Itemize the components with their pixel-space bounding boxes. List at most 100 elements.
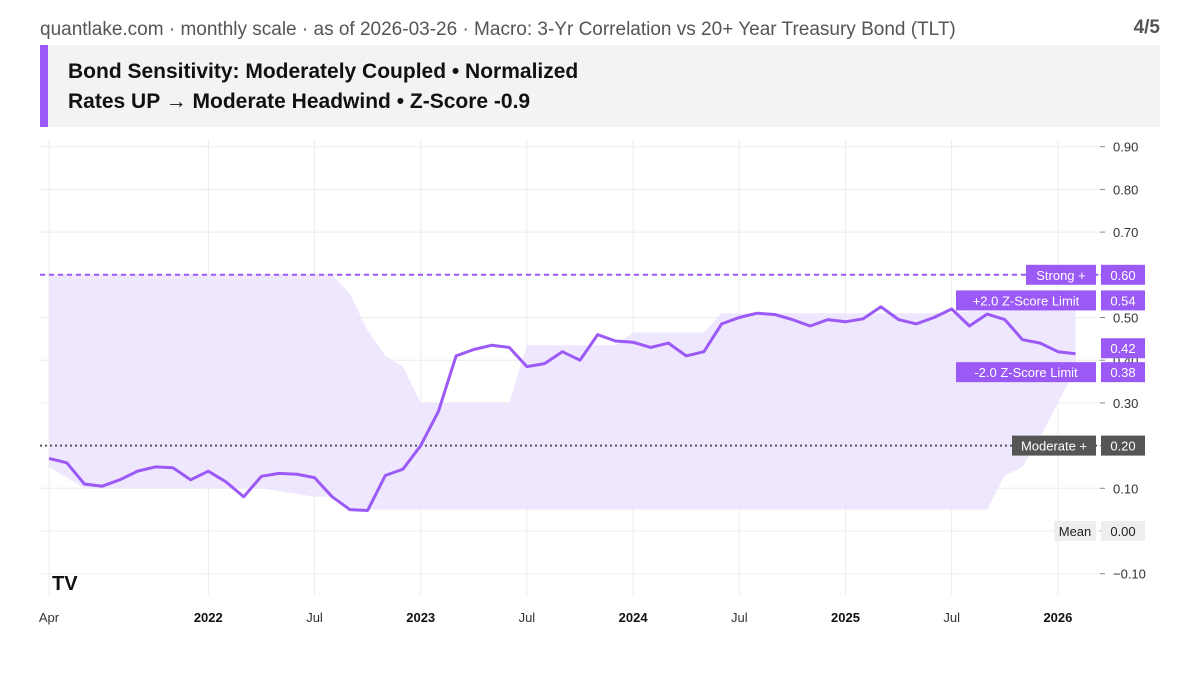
banner-line-1: Bond Sensitivity: Moderately Coupled • N… (68, 60, 579, 83)
x-tick-label: 2022 (194, 610, 223, 625)
data-point (65, 461, 68, 464)
x-tick-label: 2024 (619, 610, 649, 625)
data-point (48, 457, 51, 460)
series-layer (48, 305, 1077, 512)
data-point (242, 495, 245, 498)
chart-subtitle: quantlake.com · monthly scale · as of 20… (40, 19, 956, 40)
last-value-value-bg (1101, 338, 1145, 359)
mean-label-bg (1054, 521, 1096, 541)
x-tick-label: 2026 (1043, 610, 1072, 625)
data-point (685, 354, 688, 357)
moderate-label: Moderate + (1021, 439, 1087, 454)
data-point (1074, 352, 1077, 355)
data-point (348, 508, 351, 511)
data-point (1039, 342, 1042, 345)
data-point (986, 313, 989, 316)
data-point (950, 307, 953, 310)
data-point (543, 362, 546, 365)
x-tick-label: Jul (731, 610, 748, 625)
price-labels: Strong + 0.60 Moderate + 0.20 +2.0 Z-Score L… (956, 264, 1145, 541)
data-point (1003, 318, 1006, 321)
data-point (1056, 350, 1059, 353)
y-tick-label: −0.10 (1113, 567, 1146, 582)
data-point (632, 341, 635, 344)
data-point (791, 318, 794, 321)
data-point (897, 318, 900, 321)
data-point (968, 325, 971, 328)
data-point (295, 473, 298, 476)
data-point (437, 410, 440, 413)
data-point (278, 472, 281, 475)
y-axis: −0.100.000.100.200.300.400.500.600.700.8… (1100, 140, 1146, 582)
data-point (366, 509, 369, 512)
data-point (384, 474, 387, 477)
data-point (879, 305, 882, 308)
moderate-value: 0.20 (1110, 439, 1135, 454)
data-point (561, 350, 564, 353)
data-point (225, 480, 228, 483)
data-point (915, 322, 918, 325)
data-point (614, 339, 617, 342)
strong-label-bg (1026, 264, 1096, 285)
data-point (809, 325, 812, 328)
data-point (472, 348, 475, 351)
data-point (649, 346, 652, 349)
z-score-band-area (49, 274, 1076, 510)
data-point (171, 466, 174, 469)
lower-z-label-bg (956, 362, 1096, 383)
data-point (189, 478, 192, 481)
data-point (826, 318, 829, 321)
status-banner: Bond Sensitivity: Moderately Coupled • N… (40, 45, 1160, 127)
data-point (207, 470, 210, 473)
data-point (402, 468, 405, 471)
y-tick-label: 0.10 (1113, 481, 1138, 496)
data-point (702, 350, 705, 353)
reference-lines (40, 273, 1100, 447)
upper-z-label: +2.0 Z-Score Limit (973, 293, 1080, 308)
moderate-value-bg (1101, 435, 1145, 456)
banner-line-2: Rates UP → Moderate Headwind • Z-Score -… (68, 90, 531, 113)
upper-z-value: 0.54 (1110, 293, 1135, 308)
data-point (455, 354, 458, 357)
data-point (844, 320, 847, 323)
data-point (525, 365, 528, 368)
data-point (83, 483, 86, 486)
strong-value: 0.60 (1110, 268, 1135, 283)
upper-z-value-bg (1101, 290, 1145, 311)
tradingview-logo-icon: TV (52, 573, 78, 595)
correlation-series-line (48, 305, 1076, 512)
y-tick-label: 0.80 (1113, 182, 1138, 197)
lower-z-label: -2.0 Z-Score Limit (974, 365, 1078, 380)
data-point (331, 495, 334, 498)
upper-z-label-bg (956, 290, 1096, 311)
x-axis: Apr 2022 Jul 2023 Jul 2024 Jul 2025 Jul 2026 (39, 610, 1072, 625)
data-point (260, 475, 263, 478)
x-tick-label: Jul (306, 610, 323, 625)
data-point (154, 465, 157, 468)
y-tick-label: 0.50 (1113, 311, 1138, 326)
strong-value-bg (1101, 264, 1145, 285)
data-point (419, 444, 422, 447)
lower-z-value: 0.38 (1110, 365, 1135, 380)
strong-label: Strong + (1036, 268, 1086, 283)
y-tick-label: 0.90 (1113, 140, 1138, 155)
data-point (862, 317, 865, 320)
lower-z-value-bg (1101, 362, 1145, 383)
x-tick-label: Apr (39, 610, 60, 625)
page-number[interactable]: 4/5 (1133, 17, 1160, 38)
data-point (1021, 338, 1024, 341)
banner-accent-bar (40, 45, 48, 127)
data-point (101, 485, 104, 488)
x-tick-label: Jul (943, 610, 960, 625)
x-tick-label: 2023 (406, 610, 435, 625)
data-point (738, 316, 741, 319)
data-point (490, 344, 493, 347)
x-tick-label: Jul (519, 610, 536, 625)
data-point (579, 359, 582, 362)
data-point (933, 316, 936, 319)
data-point (596, 333, 599, 336)
data-point (756, 312, 759, 315)
data-point (313, 476, 316, 479)
data-point (118, 478, 121, 481)
